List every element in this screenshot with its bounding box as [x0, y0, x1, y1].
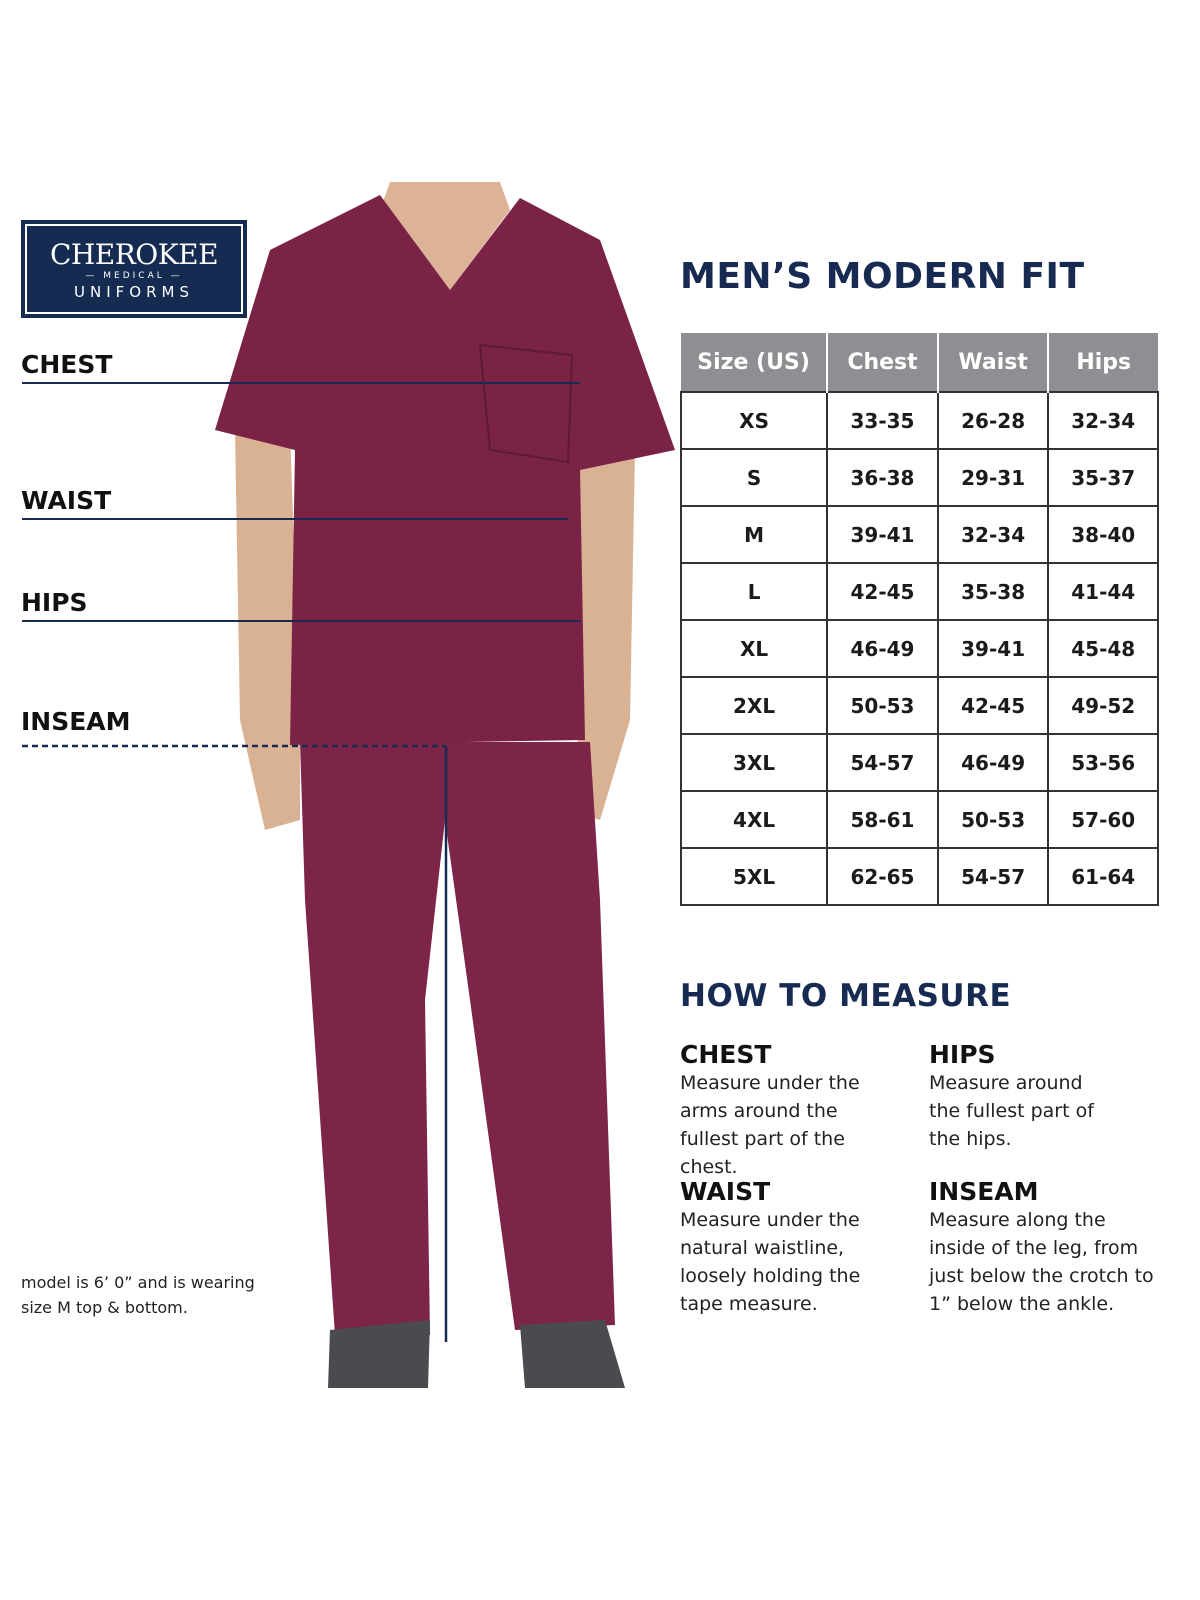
size-cell: 3XL	[679, 733, 829, 792]
measurement-cell: 58-61	[826, 790, 939, 849]
how-to-heading: HIPS	[929, 1040, 996, 1069]
measurement-cell: 49-52	[1047, 676, 1159, 735]
measurement-cell: 39-41	[936, 619, 1050, 678]
measurement-cell: 29-31	[936, 448, 1050, 507]
size-cell: S	[679, 448, 829, 507]
how-to-heading: WAIST	[680, 1177, 771, 1206]
size-cell: 2XL	[679, 676, 829, 735]
how-to-heading: CHEST	[680, 1040, 772, 1069]
table-row: 3XL 54-57 46-49 53-56	[679, 733, 1159, 792]
left-shoe	[328, 1320, 430, 1388]
measurement-cell: 46-49	[936, 733, 1050, 792]
measurement-cell: 57-60	[1047, 790, 1159, 849]
column-header: Size (US)	[681, 333, 828, 392]
size-cell: M	[679, 505, 829, 564]
size-cell: XS	[679, 391, 829, 450]
column-header: Chest	[826, 333, 938, 392]
how-to-text: Measure under the arms around the fulles…	[680, 1072, 860, 1178]
label-waist: WAIST	[21, 486, 112, 515]
label-inseam: INSEAM	[21, 707, 131, 736]
measurement-cell: 41-44	[1047, 562, 1159, 621]
how-to-text: Measure under the natural waistline, loo…	[680, 1209, 861, 1315]
measurement-cell: 33-35	[826, 391, 939, 450]
size-cell: 4XL	[679, 790, 829, 849]
model-note: model is 6’ 0” and is wearing size M top…	[21, 1273, 255, 1317]
table-row: S 36-38 29-31 35-37	[679, 448, 1159, 507]
how-to-inseam: INSEAM Measure along the inside of the l…	[929, 1177, 1154, 1318]
size-table: Size (US) Chest Waist Hips XS 33-35 26-28 32-3…	[679, 333, 1159, 906]
size-cell: 5XL	[679, 847, 829, 906]
table-row: 2XL 50-53 42-45 49-52	[679, 676, 1159, 735]
size-cell: L	[679, 562, 829, 621]
measurement-cell: 32-34	[1047, 391, 1159, 450]
measurement-cell: 36-38	[826, 448, 939, 507]
measurement-cell: 26-28	[936, 391, 1050, 450]
neck	[380, 182, 510, 290]
table-header-row: Size (US) Chest Waist Hips	[681, 333, 1158, 392]
measurement-cell: 35-38	[936, 562, 1050, 621]
size-cell: XL	[679, 619, 829, 678]
model-figure	[22, 182, 675, 1388]
label-hips: HIPS	[21, 588, 88, 617]
scrub-top	[215, 195, 675, 745]
measurement-cell: 45-48	[1047, 619, 1159, 678]
how-to-waist: WAIST Measure under the natural waistlin…	[680, 1177, 880, 1318]
measurement-cell: 39-41	[826, 505, 939, 564]
measurement-cell: 38-40	[1047, 505, 1159, 564]
table-row: XS 33-35 26-28 32-34	[679, 391, 1159, 450]
measurement-cell: 42-45	[826, 562, 939, 621]
cherokee-logo: CHEROKEE — MEDICAL — UNIFORMS	[21, 220, 247, 318]
column-header: Waist	[936, 333, 1049, 392]
column-header: Hips	[1047, 333, 1158, 392]
left-arm	[235, 430, 300, 830]
how-to-hips: HIPS Measure around the fullest part of …	[929, 1040, 1099, 1153]
measurement-cell: 46-49	[826, 619, 939, 678]
measurement-cell: 50-53	[826, 676, 939, 735]
logo-uniforms: UNIFORMS	[74, 283, 194, 301]
measurement-cell: 61-64	[1047, 847, 1159, 906]
measurement-cell: 54-57	[826, 733, 939, 792]
right-arm	[570, 450, 635, 820]
logo-brand: CHEROKEE	[49, 238, 219, 271]
pocket	[478, 343, 574, 464]
logo-medical-text: MEDICAL	[103, 271, 165, 281]
measurement-cell: 62-65	[826, 847, 939, 906]
scrub-pants	[300, 742, 615, 1335]
page-title: MEN’S MODERN FIT	[680, 256, 1085, 297]
label-chest: CHEST	[21, 350, 113, 379]
how-to-text: Measure along the inside of the leg, fro…	[929, 1209, 1154, 1315]
measurement-cell: 35-37	[1047, 448, 1159, 507]
measurement-cell: 53-56	[1047, 733, 1159, 792]
logo-medical: — MEDICAL —	[85, 271, 183, 281]
measurement-cell: 50-53	[936, 790, 1050, 849]
table-row: L 42-45 35-38 41-44	[679, 562, 1159, 621]
table-row: 5XL 62-65 54-57 61-64	[679, 847, 1159, 906]
how-to-chest: CHEST Measure under the arms around the …	[680, 1040, 900, 1181]
how-to-measure-title: HOW TO MEASURE	[680, 978, 1012, 1014]
how-to-text: Measure around the fullest part of the h…	[929, 1072, 1094, 1150]
how-to-heading: INSEAM	[929, 1177, 1039, 1206]
measurement-cell: 32-34	[936, 505, 1050, 564]
measurement-cell: 42-45	[936, 676, 1050, 735]
table-row: XL 46-49 39-41 45-48	[679, 619, 1159, 678]
table-row: 4XL 58-61 50-53 57-60	[679, 790, 1159, 849]
table-row: M 39-41 32-34 38-40	[679, 505, 1159, 564]
measurement-cell: 54-57	[936, 847, 1050, 906]
right-shoe	[520, 1320, 625, 1388]
